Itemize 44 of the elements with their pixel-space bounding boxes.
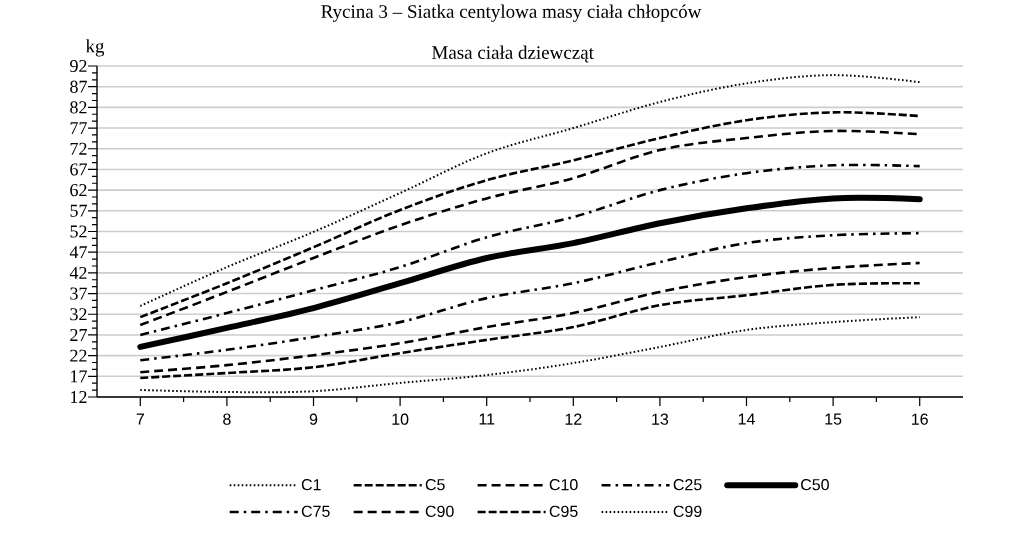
y-tick-label: 62: [70, 184, 87, 197]
y-tick-label: 92: [70, 59, 87, 73]
y-tick-label: 42: [69, 266, 87, 279]
chart-title: Rycina 3 – Siatka centylowa masy ciała chłopców: [321, 4, 702, 22]
y-tick-label: 82: [70, 101, 87, 114]
x-tick-label: 15: [825, 413, 842, 425]
y-tick-label: 77: [70, 122, 87, 134]
legend-label: C99: [673, 505, 702, 517]
y-tick-label: 32: [70, 308, 87, 321]
y-tick-label: 17: [71, 370, 87, 383]
line-series: [139, 74, 921, 307]
legend-label: C10: [549, 478, 578, 491]
y-tick-label: 57: [70, 204, 87, 217]
line-series: [139, 281, 922, 380]
chart-subtitle: Masa ciała dziewcząt: [432, 45, 594, 63]
x-tick-label: 12: [565, 413, 582, 425]
y-tick-label: 67: [70, 163, 87, 176]
line-series: [139, 163, 922, 337]
line-series: [139, 316, 921, 394]
y-tick-label: 27: [70, 328, 87, 341]
x-tick-label: 16: [912, 413, 928, 425]
x-tick-label: 13: [652, 413, 669, 425]
x-tick-label: 14: [738, 413, 755, 425]
x-tick-label: 11: [479, 413, 495, 425]
y-tick-label: 87: [70, 80, 87, 93]
y-tick-label: 47: [69, 246, 87, 259]
y-tick-label: 72: [70, 142, 87, 155]
y-axis-title: kg: [85, 39, 105, 57]
legend-label: C5: [425, 478, 445, 491]
legend-label: C25: [673, 478, 702, 491]
legend-label: C95: [549, 505, 578, 517]
x-tick-label: 7: [136, 413, 144, 425]
legend-label: C90: [425, 505, 454, 517]
y-tick-label: 12: [71, 391, 87, 403]
x-tick-label: 10: [392, 413, 409, 425]
y-tick-label: 22: [70, 349, 87, 362]
y-tick-label: 37: [70, 287, 87, 300]
legend-label: C1: [301, 478, 321, 491]
x-tick-label: 9: [309, 413, 318, 425]
y-tick-label: 52: [70, 225, 87, 238]
legend-label: C50: [801, 478, 829, 491]
x-tick-label: 8: [223, 413, 231, 425]
legend-label: C75: [301, 505, 330, 517]
line-series: [139, 261, 922, 374]
